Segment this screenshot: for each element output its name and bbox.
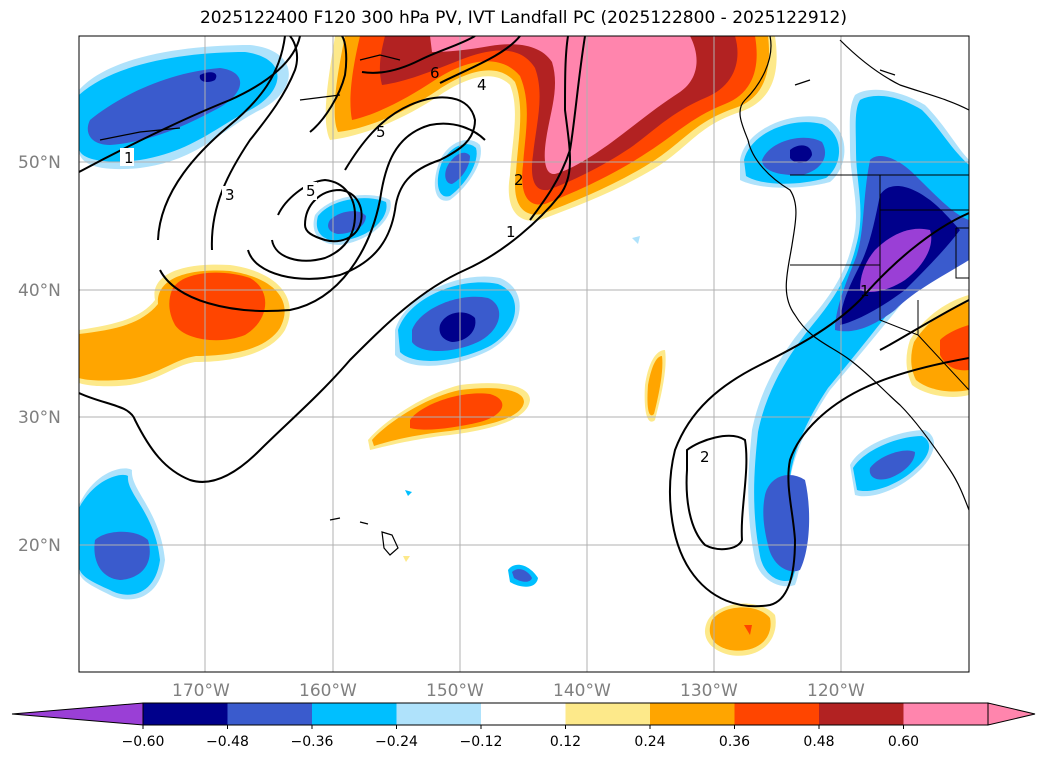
lon-label-130w: 130°W [680, 681, 738, 701]
contour-label-1a: 1 [124, 149, 134, 167]
contour-label-4: 4 [477, 76, 487, 94]
colorbar-segment [227, 703, 313, 725]
colorbar-segment [481, 703, 566, 725]
colorbar-tick-label: 0.24 [634, 734, 665, 750]
contour-label-1b: 1 [506, 223, 516, 241]
latitude-labels: 50°N 40°N 30°N 20°N [18, 153, 61, 556]
colorbar-segment [650, 703, 735, 725]
colorbar: −0.60 −0.48 −0.36 −0.24 −0.12 0.12 0.24 0.36 0.4… [11, 702, 1036, 750]
colorbar-segment [396, 703, 482, 725]
colorbar-tick-label: 0.36 [719, 734, 750, 750]
positive-anomaly-narrow-band [644, 350, 666, 422]
negative-anomaly-pacific-northwest [740, 116, 845, 188]
colorbar-tick-label: −0.12 [460, 734, 503, 750]
lon-label-160w: 160°W [299, 681, 357, 701]
colorbar-extend-min [11, 702, 144, 726]
contour-label-5a: 5 [306, 182, 316, 200]
colorbar-segment [819, 703, 904, 725]
contour-label-6: 6 [430, 64, 440, 82]
lon-label-120w: 120°W [807, 681, 865, 701]
lat-label-40n: 40°N [18, 281, 61, 301]
colorbar-segment [565, 703, 651, 725]
positive-anomaly-gulf-of-alaska [325, 36, 777, 221]
political-borders [790, 174, 969, 391]
lon-label-170w: 170°W [172, 681, 230, 701]
negative-anomaly-central [313, 140, 481, 245]
lat-label-20n: 20°N [18, 536, 61, 556]
map-title: 2025122400 F120 300 hPa PV, IVT Landfall… [199, 8, 847, 28]
lon-label-150w: 150°W [426, 681, 484, 701]
colorbar-tick-label: −0.48 [206, 734, 249, 750]
shaded-anomalies [79, 36, 969, 656]
colorbar-segment [312, 703, 397, 725]
lon-label-140w: 140°W [553, 681, 611, 701]
colorbar-tick-label: −0.24 [375, 734, 418, 750]
longitude-labels: 170°W 160°W 150°W 140°W 130°W 120°W [172, 681, 865, 701]
contour-label-2b: 2 [700, 448, 710, 466]
positive-anomaly-eastern-subtropics [403, 556, 776, 656]
coastlines [99, 36, 969, 556]
colorbar-tick-label: 0.12 [550, 734, 581, 750]
negative-anomaly-west-coast-band [748, 89, 969, 587]
gridlines [79, 36, 969, 672]
contour-label-3: 3 [225, 186, 235, 204]
contour-label-5b: 5 [376, 123, 386, 141]
contour-label-2a: 2 [514, 171, 524, 189]
lat-label-30n: 30°N [18, 408, 61, 428]
negative-anomaly-hawaii-south [79, 236, 640, 600]
colorbar-tick-label: 0.60 [888, 734, 919, 750]
colorbar-tick-label: 0.48 [803, 734, 834, 750]
colorbar-segment [903, 703, 989, 725]
colorbar-tick-label: −0.36 [291, 734, 334, 750]
negative-anomaly-midpacific [395, 276, 520, 366]
map-frame [78, 35, 970, 673]
colorbar-segment [143, 703, 228, 725]
contour-label-1c: 1 [860, 282, 870, 300]
contour-labels: 1 3 5 5 6 4 2 1 2 1 [120, 64, 870, 466]
lat-label-50n: 50°N [18, 153, 61, 173]
colorbar-tick-label: −0.60 [122, 734, 165, 750]
colorbar-extend-max [987, 702, 1036, 726]
colorbar-segment [734, 703, 820, 725]
